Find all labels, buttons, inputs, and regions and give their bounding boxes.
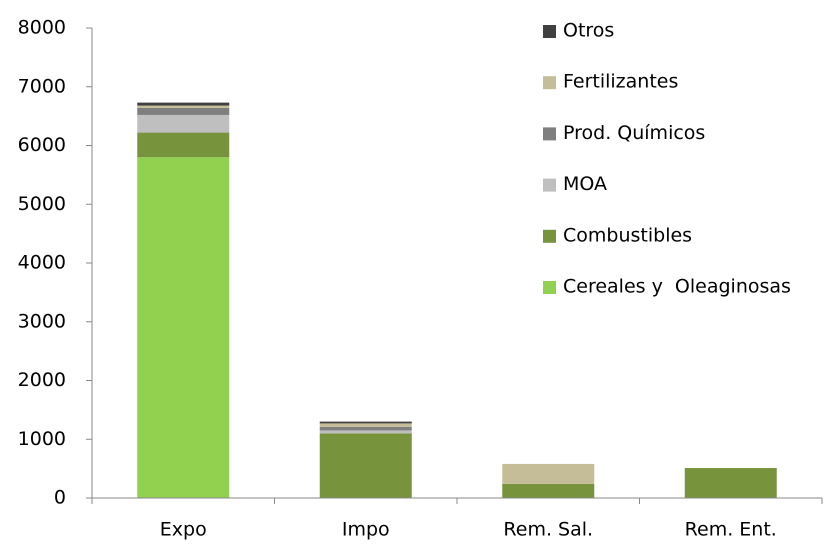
bar-segment [137, 114, 230, 133]
legend-swatch [543, 76, 556, 90]
bar-segment [502, 463, 595, 484]
y-tick-label: 5000 [18, 193, 66, 215]
bar-segment [319, 423, 412, 427]
legend-label: Fertilizantes [563, 71, 678, 93]
legend-label: Cereales y Oleaginosas [563, 276, 791, 298]
legend-swatch [543, 25, 556, 38]
y-tick-label: 3000 [18, 310, 66, 332]
x-tick-label: Rem. Sal. [503, 519, 593, 541]
bar-segment [319, 421, 412, 424]
x-tick-label: Rem. Ent. [685, 519, 777, 541]
bar-segment [502, 483, 595, 498]
y-tick-label: 4000 [18, 252, 66, 274]
bar-segment [137, 157, 230, 498]
y-tick-label: 7000 [18, 75, 66, 97]
bar-segment [319, 433, 412, 498]
legend-swatch [543, 178, 556, 192]
y-tick-label: 2000 [18, 369, 66, 391]
legend-swatch [543, 281, 556, 294]
bar-segment [137, 105, 230, 108]
legend-label: Otros [563, 20, 614, 42]
legend-swatch [543, 229, 556, 243]
legend-label: Prod. Químicos [563, 122, 705, 144]
legend-swatch [543, 127, 556, 141]
bar-segment [319, 430, 412, 434]
y-tick-label: 0 [54, 487, 66, 509]
y-tick-label: 8000 [18, 17, 66, 39]
x-tick-label: Expo [160, 519, 207, 541]
bar-segment [137, 132, 230, 158]
bar-segment [319, 426, 412, 431]
bar-segment [684, 468, 777, 498]
x-tick-label: Impo [342, 519, 390, 541]
bar-segment [137, 102, 230, 106]
y-tick-label: 6000 [18, 134, 66, 156]
legend-label: Combustibles [563, 224, 692, 246]
bar-segment [137, 107, 230, 115]
y-tick-label: 1000 [18, 428, 66, 450]
legend-label: MOA [563, 173, 607, 195]
